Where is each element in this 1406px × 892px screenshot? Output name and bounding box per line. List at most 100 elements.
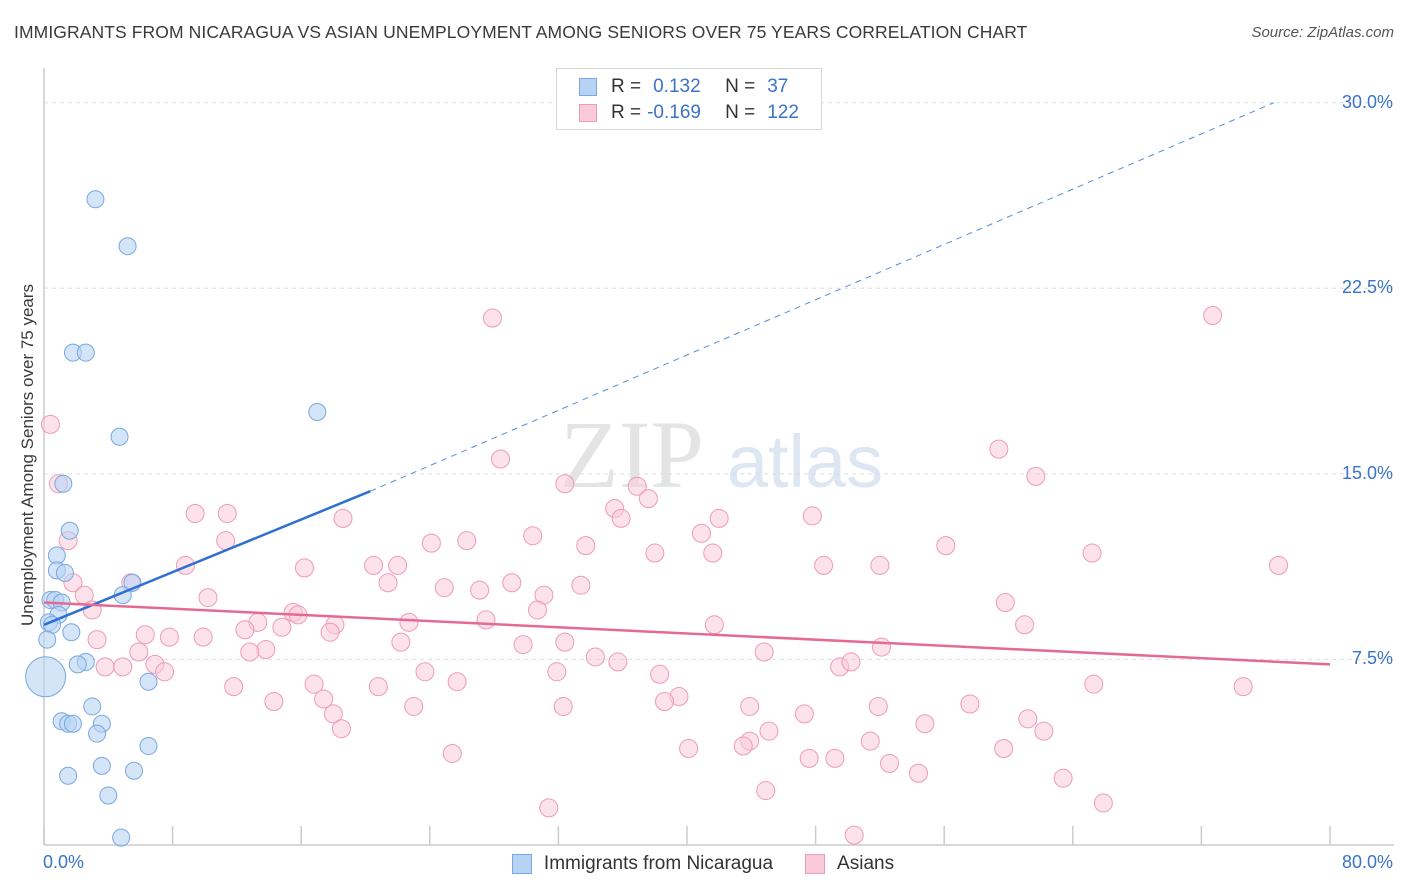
- asians-point: [482, 308, 502, 328]
- asians-point: [825, 748, 845, 768]
- asians-point: [1203, 306, 1223, 326]
- asians-point: [754, 642, 774, 662]
- asians-point: [1026, 466, 1046, 486]
- asians-point: [135, 625, 155, 645]
- y-tick-label: 15.0%: [1341, 462, 1393, 483]
- asians-point: [470, 580, 490, 600]
- asians-point: [391, 632, 411, 652]
- asians-point: [1269, 555, 1289, 575]
- nicaragua-point: [62, 623, 81, 642]
- asians-point: [113, 657, 133, 677]
- asians-point: [908, 763, 928, 783]
- nicaragua-point: [139, 672, 158, 691]
- grid-lines: [44, 102, 1394, 660]
- stats-row-asians: R = -0.169 N = 122: [579, 100, 799, 126]
- nicaragua-point: [112, 828, 131, 847]
- n-label: N =: [725, 102, 756, 123]
- legend-item-nicaragua[interactable]: Immigrants from Nicaragua: [511, 853, 774, 875]
- asians-point: [95, 657, 115, 677]
- nicaragua-point: [63, 714, 82, 733]
- legend-item-asians[interactable]: Asians: [805, 853, 894, 875]
- asians-point: [129, 642, 149, 662]
- asians-point: [1015, 615, 1035, 635]
- y-tick-label: 30.0%: [1341, 91, 1393, 112]
- asians-point: [627, 476, 647, 496]
- asians-point: [434, 578, 454, 598]
- r-value: 0.132: [653, 76, 701, 97]
- y-tick-label: 22.5%: [1341, 277, 1393, 298]
- asians-point: [447, 672, 467, 692]
- nicaragua-point: [125, 761, 144, 780]
- asians-point: [159, 627, 179, 647]
- watermark-atlas: atlas: [727, 420, 883, 503]
- legend-swatch-asians: [805, 854, 826, 874]
- nicaragua-point: [118, 237, 137, 256]
- nicaragua-point: [308, 403, 327, 422]
- asians-point: [502, 573, 522, 593]
- asians-point: [576, 536, 596, 556]
- asians-point: [756, 781, 776, 801]
- asians-point: [936, 536, 956, 556]
- asians-point: [388, 555, 408, 575]
- trend-lines: [43, 102, 1331, 666]
- nicaragua-point: [68, 655, 87, 674]
- asians-point: [553, 696, 573, 716]
- n-value: 122: [767, 102, 799, 123]
- asians-point: [476, 610, 496, 630]
- asians-point: [304, 674, 324, 694]
- asians-point: [198, 588, 218, 608]
- asians-point: [571, 575, 591, 595]
- asians-point: [841, 652, 861, 672]
- legend-label-nicaragua: Immigrants from Nicaragua: [543, 853, 774, 874]
- asians-point: [364, 555, 384, 575]
- axes: [43, 68, 1394, 846]
- asians-point: [539, 798, 559, 818]
- nicaragua-point: [83, 697, 102, 716]
- asians-point: [217, 503, 237, 523]
- asians-point: [989, 439, 1009, 459]
- nicaragua-point: [139, 737, 158, 756]
- asians-point: [654, 691, 674, 711]
- nicaragua-trend-line: [43, 490, 371, 626]
- asians-point: [87, 630, 107, 650]
- nicaragua-trend-extension: [370, 102, 1274, 492]
- nicaragua-point: [110, 427, 129, 446]
- asians-point: [513, 635, 533, 655]
- asians-point: [585, 647, 605, 667]
- nicaragua-point: [99, 786, 118, 805]
- nicaragua-point: [76, 343, 95, 362]
- asians-point: [608, 652, 628, 672]
- asians-point: [645, 543, 665, 563]
- asians-point: [404, 696, 424, 716]
- asians-point: [323, 704, 343, 724]
- asians-point: [759, 721, 779, 741]
- asians-point: [294, 558, 314, 578]
- asians-point: [224, 677, 244, 697]
- nicaragua-point: [54, 474, 73, 493]
- watermark: ZIP atlas: [560, 401, 883, 508]
- asians-point: [844, 825, 864, 845]
- asians-point: [740, 696, 760, 716]
- r-label: R =: [611, 76, 642, 97]
- asians-point: [733, 736, 753, 756]
- asians-point: [185, 503, 205, 523]
- asians-point: [880, 753, 900, 773]
- asians-point: [193, 627, 213, 647]
- asians-point: [40, 414, 60, 434]
- nicaragua-point: [25, 656, 67, 698]
- asians-point: [415, 662, 435, 682]
- legend-swatch-nicaragua: [511, 854, 532, 874]
- asians-point: [794, 704, 814, 724]
- asians-point: [650, 664, 670, 684]
- asians-point: [1233, 677, 1253, 697]
- x-tick-min: 0.0%: [43, 852, 85, 872]
- asians-point: [155, 662, 175, 682]
- n-label: N =: [725, 76, 756, 97]
- n-value: 37: [767, 76, 789, 97]
- asians-point: [691, 523, 711, 543]
- asians-point: [333, 508, 353, 528]
- asians-point: [799, 748, 819, 768]
- asians-points: [40, 306, 1289, 845]
- asians-point: [528, 600, 548, 620]
